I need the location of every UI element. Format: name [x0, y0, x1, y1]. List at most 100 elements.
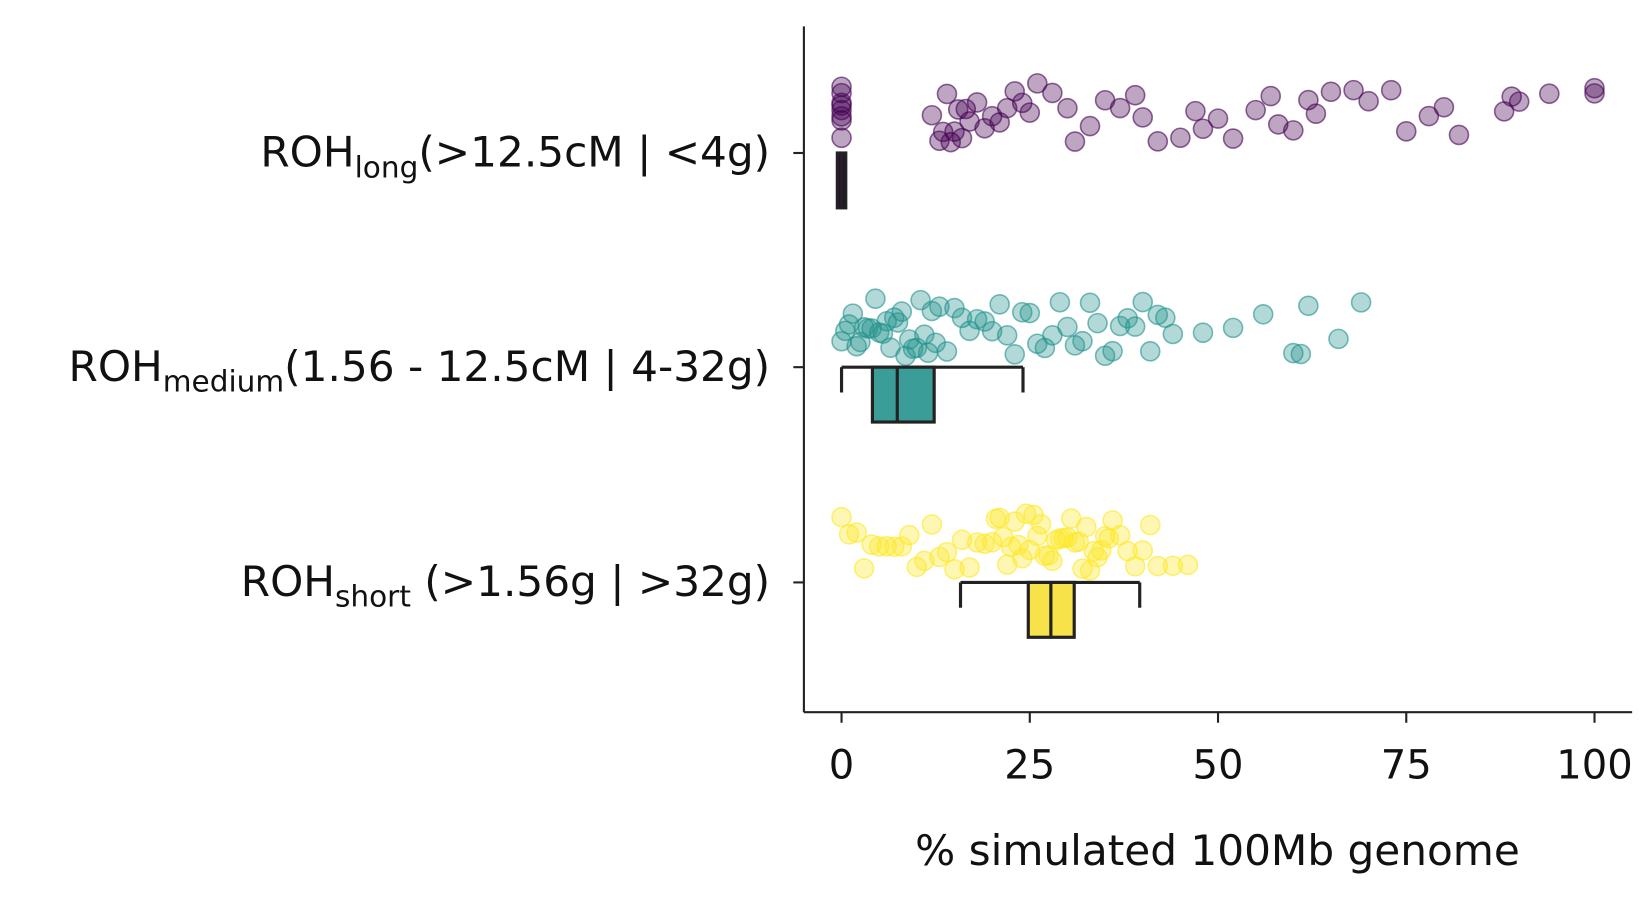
point	[1170, 127, 1191, 149]
point	[1117, 308, 1138, 329]
point	[951, 127, 973, 149]
point	[861, 534, 882, 555]
point	[1147, 131, 1169, 152]
point	[1087, 312, 1108, 334]
point	[936, 83, 958, 105]
point	[853, 558, 875, 579]
x-tick-label: 25	[1004, 743, 1055, 789]
point	[974, 117, 995, 139]
point	[883, 536, 905, 558]
point	[1042, 82, 1063, 104]
point	[1305, 103, 1327, 125]
point	[1192, 322, 1214, 343]
point	[1027, 73, 1048, 94]
point	[959, 557, 980, 578]
point	[951, 307, 973, 329]
point	[895, 345, 916, 367]
point	[1147, 555, 1169, 577]
point	[1185, 100, 1206, 122]
point	[996, 97, 1018, 119]
label-sub: long	[355, 150, 419, 184]
point	[1057, 316, 1078, 338]
point	[1395, 121, 1417, 142]
point	[1011, 301, 1033, 323]
point	[1448, 124, 1470, 146]
x-tick-label: 100	[1556, 743, 1633, 789]
label-sub: medium	[163, 364, 284, 398]
point	[1079, 292, 1101, 314]
point	[1004, 344, 1026, 365]
point	[921, 104, 943, 126]
x-tick-label: 0	[829, 743, 855, 789]
point	[1132, 291, 1154, 313]
point	[1584, 77, 1605, 99]
label-main: ROH	[241, 557, 335, 606]
point	[831, 127, 852, 149]
point	[1298, 295, 1319, 317]
point	[1139, 514, 1161, 536]
point	[1177, 554, 1199, 576]
x-tick-label: 50	[1193, 743, 1244, 789]
point	[966, 532, 988, 553]
point	[989, 294, 1010, 315]
point	[989, 507, 1010, 529]
x-tick-label: 75	[1381, 743, 1432, 789]
point	[1109, 315, 1131, 337]
point	[974, 533, 995, 555]
point	[1139, 341, 1161, 362]
point	[1290, 343, 1312, 365]
point	[932, 121, 954, 143]
point	[966, 92, 988, 113]
point	[1252, 303, 1274, 325]
point	[1283, 342, 1304, 364]
point	[936, 541, 958, 563]
point	[955, 98, 977, 120]
point	[1109, 97, 1131, 119]
point	[1034, 337, 1056, 359]
point	[1320, 81, 1342, 103]
label-sub: short	[335, 580, 411, 614]
point	[868, 536, 890, 557]
point	[1508, 91, 1530, 112]
point	[1245, 99, 1266, 121]
point	[1418, 105, 1440, 127]
point	[1207, 108, 1229, 129]
point	[1192, 118, 1214, 140]
x-axis-label: % simulated 100Mb genome	[915, 826, 1520, 875]
point	[1079, 115, 1101, 137]
point	[1380, 79, 1402, 101]
point	[936, 341, 958, 362]
label-rest: (>12.5cM | <4g)	[418, 128, 770, 177]
label-main: ROH	[69, 342, 163, 391]
point	[831, 110, 852, 131]
point	[1075, 516, 1097, 538]
label-main: ROH	[260, 128, 354, 177]
point	[1042, 550, 1063, 572]
point	[891, 301, 913, 322]
point	[1124, 316, 1146, 337]
point	[831, 506, 852, 528]
point	[1008, 534, 1029, 556]
point	[929, 296, 950, 317]
point	[842, 303, 864, 324]
point	[981, 531, 1003, 553]
point	[1004, 81, 1026, 102]
point	[1064, 131, 1086, 152]
point	[865, 288, 886, 310]
point	[1124, 84, 1146, 106]
y-tick-label: ROHmedium(1.56 - 12.5cM | 4-32g)	[69, 342, 771, 399]
point	[1132, 540, 1154, 561]
point	[1083, 540, 1105, 562]
point	[1267, 114, 1289, 135]
point	[959, 320, 980, 342]
point	[1015, 503, 1037, 524]
point	[1222, 317, 1244, 339]
point	[1433, 96, 1455, 118]
point	[831, 92, 852, 114]
point	[1162, 555, 1184, 577]
point	[966, 308, 988, 330]
point	[1350, 292, 1372, 313]
point	[944, 559, 965, 580]
point	[940, 131, 962, 153]
